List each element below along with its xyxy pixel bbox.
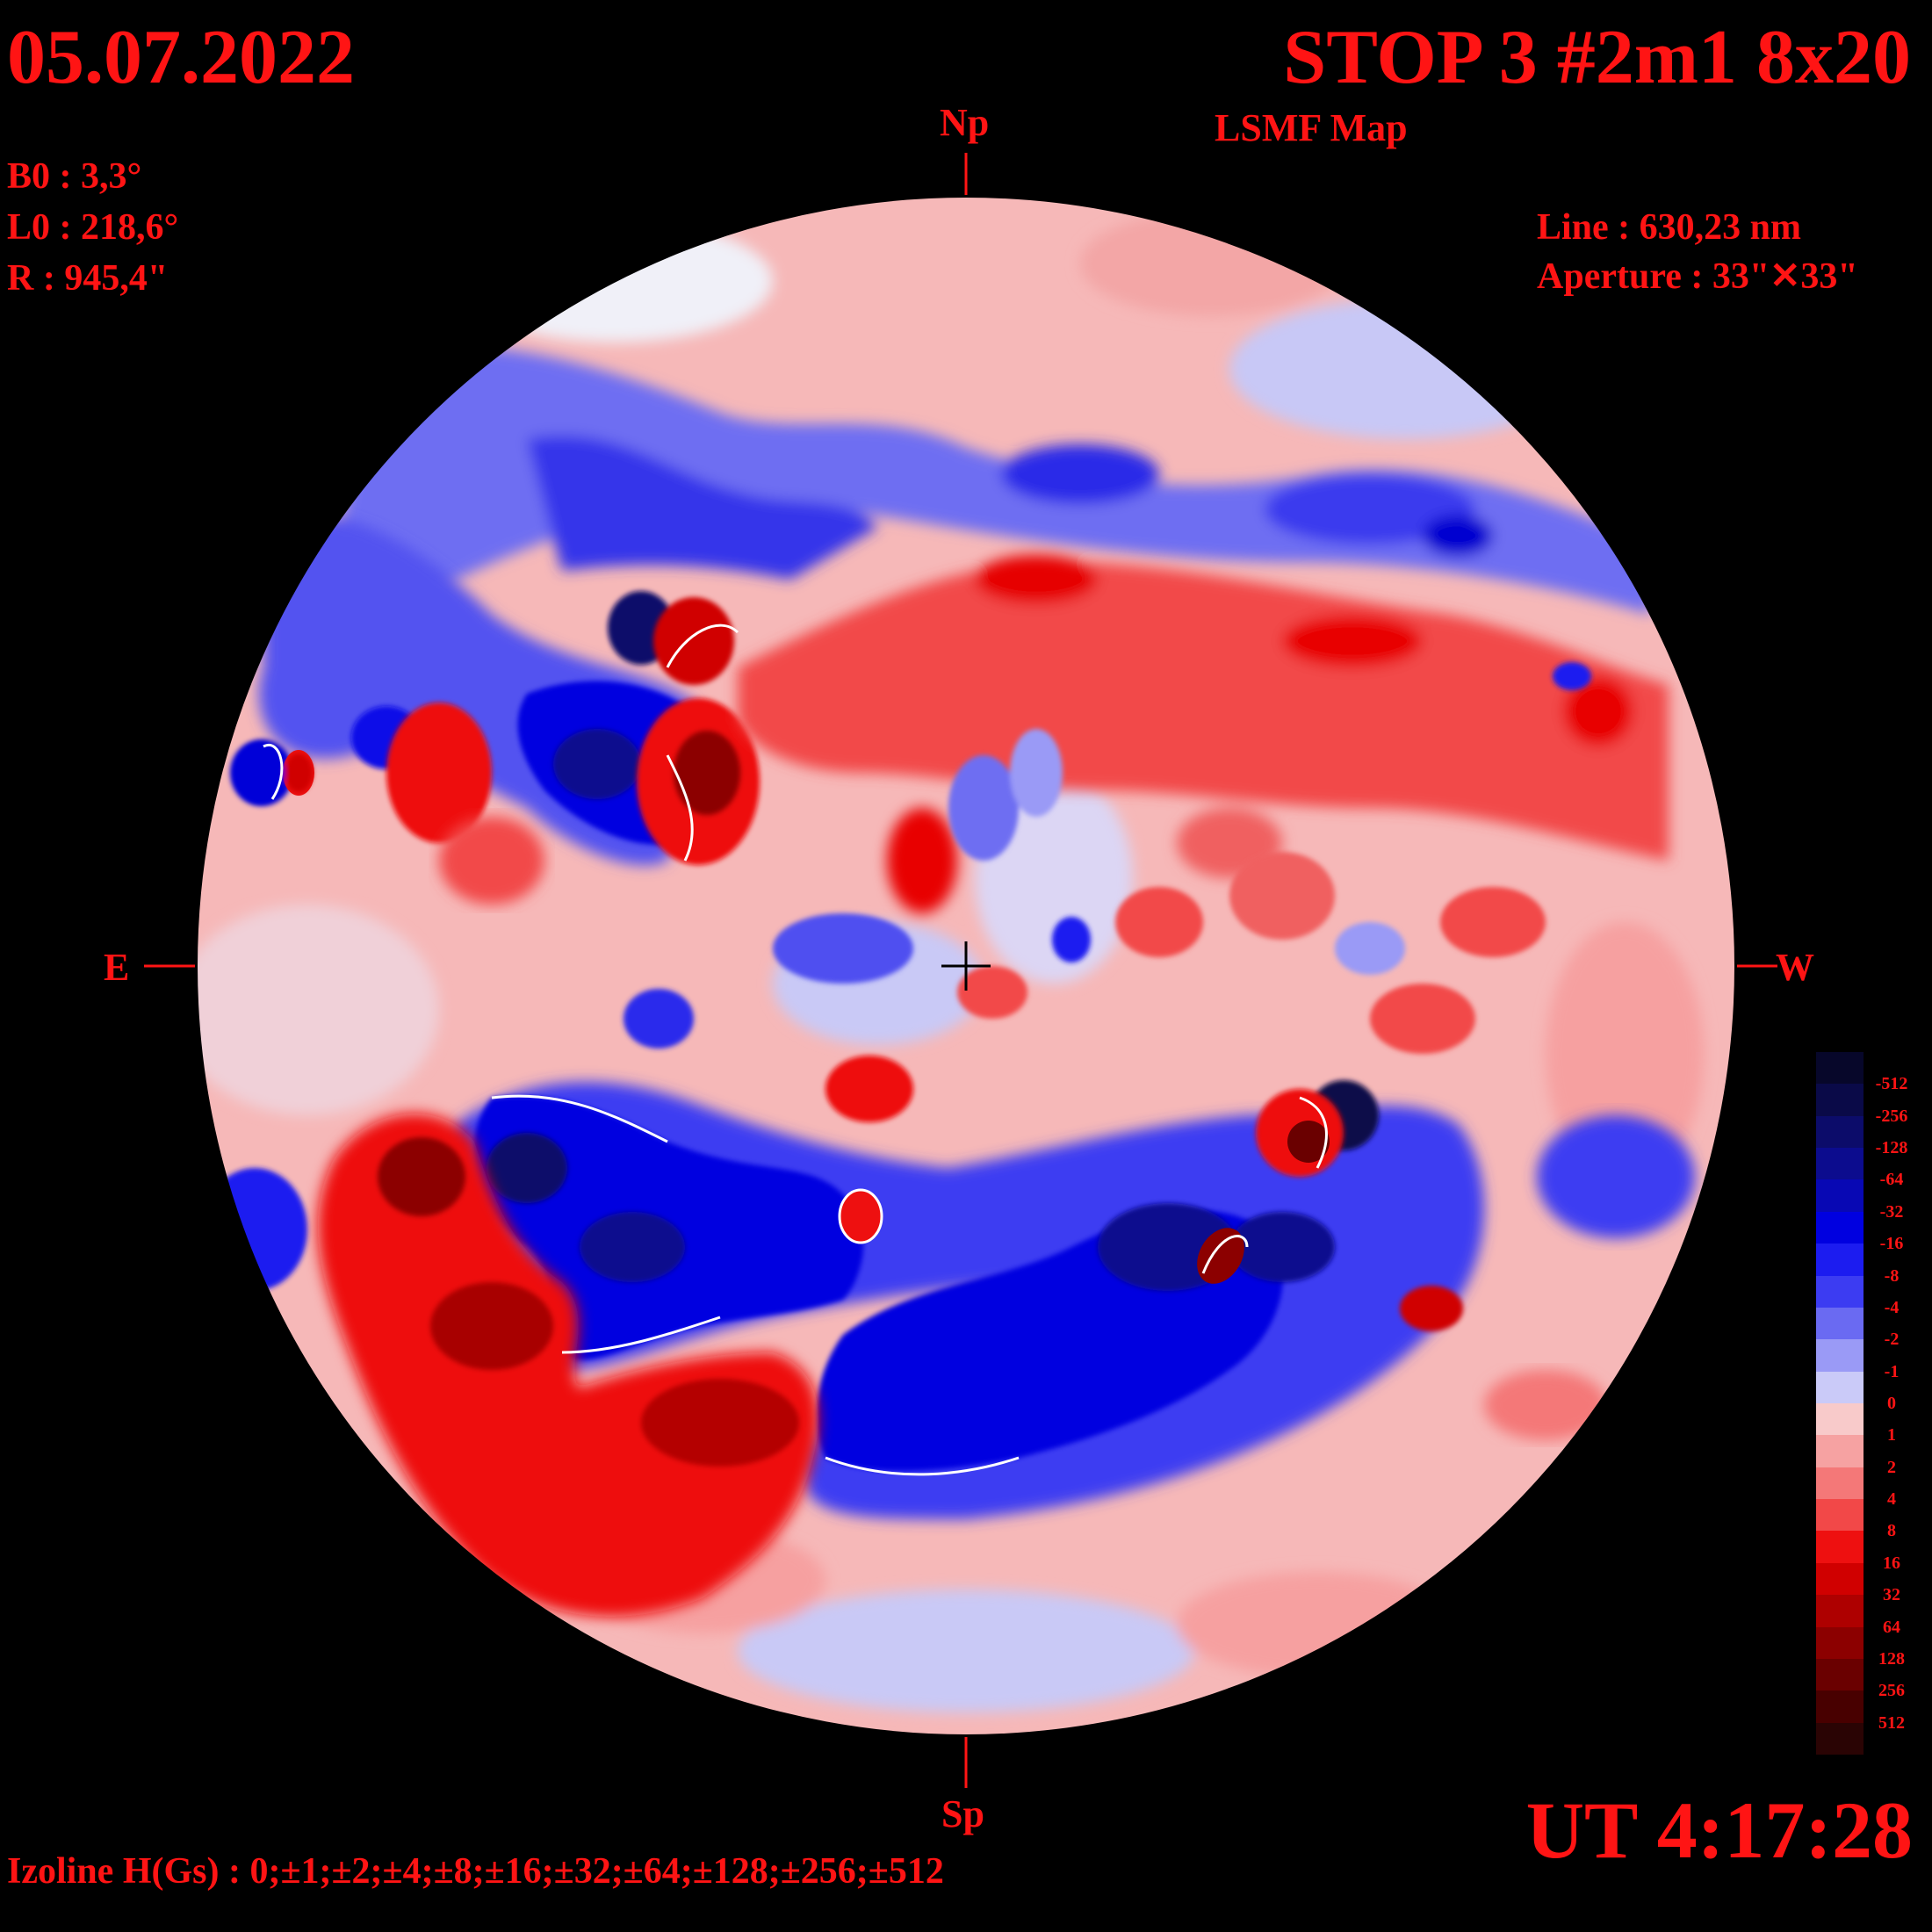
scale-swatch — [1816, 1403, 1864, 1436]
scale-swatch — [1816, 1275, 1864, 1308]
scale-label: 16 — [1883, 1553, 1900, 1573]
south-pole-label: Sp — [941, 1792, 984, 1835]
scale-label: 128 — [1878, 1648, 1905, 1669]
scale-label: -32 — [1879, 1201, 1904, 1222]
ut-time: UT 4:17:28 — [1525, 1785, 1913, 1875]
east-positive-spots — [283, 597, 760, 905]
zero-isolines — [263, 624, 1328, 1476]
east-limb-spots — [235, 662, 1591, 803]
izoline-legend: Izoline H(Gs) : 0;±1;±2;±4;±8;±16;±32;±6… — [7, 1851, 944, 1892]
scale-label: 1 — [1887, 1425, 1896, 1445]
northern-negative-belt — [334, 346, 1651, 615]
scale-swatch — [1816, 1435, 1864, 1468]
scale-label: -16 — [1879, 1234, 1904, 1254]
scale-label: 8 — [1887, 1521, 1896, 1541]
scale-swatch — [1816, 1371, 1864, 1404]
center-mixed-spots — [624, 729, 1546, 1122]
map-subtitle: LSMF Map — [1215, 106, 1408, 149]
scale-swatch — [1816, 1244, 1864, 1277]
line-param: Line : 630,23 nm — [1537, 207, 1802, 248]
scale-swatch — [1816, 1690, 1864, 1724]
scale-swatch — [1816, 1115, 1864, 1149]
scale-label: -8 — [1884, 1265, 1900, 1286]
compass-ticks — [144, 153, 1777, 1788]
scale-swatch — [1816, 1722, 1864, 1755]
scale-label: -2 — [1884, 1330, 1900, 1350]
aperture-param: Aperture : 33"✕33" — [1537, 256, 1858, 297]
scale-swatch — [1816, 1626, 1864, 1660]
scale-label: -1 — [1884, 1361, 1900, 1381]
center-crosshair — [941, 941, 991, 991]
scale-label: -128 — [1875, 1138, 1908, 1158]
scale-label: -64 — [1879, 1170, 1904, 1190]
scale-label: -256 — [1875, 1106, 1908, 1126]
scale-swatch — [1816, 1467, 1864, 1500]
scale-label: 4 — [1887, 1489, 1896, 1510]
b0-param: B0 : 3,3° — [7, 156, 142, 197]
scale-swatch — [1816, 1211, 1864, 1244]
scale-label: -4 — [1884, 1297, 1900, 1317]
north-pole-label: Np — [940, 101, 990, 144]
color-scale-bar — [1816, 1052, 1864, 1755]
solar-disk — [197, 197, 1735, 1735]
scale-swatch — [1816, 1179, 1864, 1213]
scale-swatch — [1816, 1499, 1864, 1532]
west-label: W — [1776, 946, 1814, 989]
scale-label: 512 — [1878, 1712, 1905, 1733]
scale-swatch — [1816, 1531, 1864, 1564]
scale-swatch — [1816, 1052, 1864, 1085]
north-central-positive-belt — [738, 555, 1669, 913]
radius-param: R : 945,4" — [7, 258, 169, 299]
scale-swatch — [1816, 1658, 1864, 1691]
scale-label: -512 — [1875, 1074, 1908, 1094]
scale-label: 64 — [1883, 1617, 1900, 1637]
scale-swatch — [1816, 1595, 1864, 1628]
scale-swatch — [1816, 1339, 1864, 1373]
scale-swatch — [1816, 1148, 1864, 1180]
scale-swatch — [1816, 1084, 1864, 1117]
disk-limb — [196, 196, 1736, 1736]
scale-label: 32 — [1883, 1585, 1900, 1605]
observation-date: 05.07.2022 — [7, 15, 355, 100]
scale-label: 2 — [1887, 1457, 1896, 1477]
map-title: STOP 3 #2m1 8x20 — [1283, 15, 1911, 100]
east-label: E — [104, 946, 130, 989]
southern-negative-belt — [202, 1080, 1695, 1519]
scale-swatch — [1816, 1562, 1864, 1596]
scale-swatch — [1816, 1307, 1864, 1340]
scale-label: 0 — [1887, 1394, 1896, 1413]
l0-param: L0 : 218,6° — [7, 207, 179, 248]
scale-label: 256 — [1878, 1681, 1905, 1701]
southern-positive-belt — [317, 1089, 1607, 1617]
